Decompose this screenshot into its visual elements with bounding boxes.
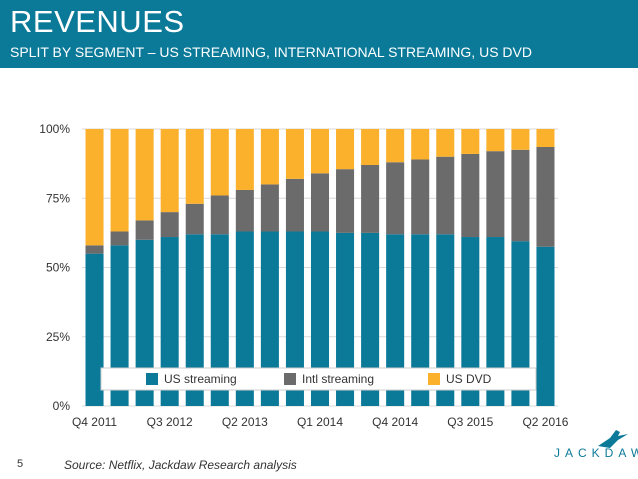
x-tick-label: Q4 2014	[372, 415, 418, 429]
bar-segment	[135, 220, 154, 240]
bar-segment	[310, 129, 330, 174]
bar-segment	[536, 246, 555, 406]
bar-segment	[411, 129, 430, 160]
page-subtitle: SPLIT BY SEGMENT – US STREAMING, INTERNA…	[10, 44, 532, 60]
legend-label: US streaming	[164, 372, 237, 386]
bar-segment	[310, 173, 330, 232]
jackdaw-bird-icon	[598, 430, 628, 448]
x-tick-label: Q3 2015	[447, 415, 493, 429]
y-tick-label: 100%	[39, 122, 70, 136]
bar-segment	[461, 129, 480, 154]
bar-segment	[110, 231, 129, 246]
header-bar: REVENUES SPLIT BY SEGMENT – US STREAMING…	[0, 0, 638, 68]
bar-segment	[285, 129, 304, 179]
bar-segment	[210, 234, 229, 406]
bar-segment	[110, 129, 129, 232]
bar-segment	[210, 129, 229, 196]
source-note: Source: Netflix, Jackdaw Research analys…	[64, 458, 297, 472]
y-tick-label: 75%	[46, 191, 70, 205]
bar-segment	[411, 159, 430, 235]
bar-segment	[85, 129, 104, 246]
bar-segment	[160, 212, 179, 238]
bar-segment	[185, 234, 204, 406]
bar-segment	[235, 129, 254, 190]
bar-segment	[310, 231, 330, 406]
bar-segment	[285, 231, 304, 406]
bar-segment	[386, 129, 405, 163]
bar-segment	[185, 129, 204, 204]
legend-label: US DVD	[446, 372, 492, 386]
bar-segment	[511, 149, 530, 242]
legend-swatch	[284, 373, 296, 385]
bar-segment	[486, 151, 505, 238]
bar-segment	[436, 234, 455, 406]
bar-segment	[185, 203, 204, 235]
page-number: 5	[17, 458, 24, 470]
x-tick-label: Q2 2016	[522, 415, 568, 429]
bar-segment	[85, 245, 104, 254]
x-tick-label: Q3 2012	[147, 415, 193, 429]
y-tick-label: 50%	[46, 261, 70, 275]
bar-segment	[85, 253, 104, 406]
bar-segment	[536, 129, 555, 148]
bar-segment	[260, 129, 279, 185]
bar-segment	[235, 189, 254, 232]
bar-segment	[336, 169, 355, 233]
bar-segment	[411, 234, 430, 406]
y-tick-label: 25%	[46, 330, 70, 344]
legend-swatch	[146, 373, 158, 385]
page-title: REVENUES	[10, 4, 185, 39]
bar-segment	[361, 232, 380, 406]
bar-segment	[260, 231, 279, 406]
legend-box	[100, 367, 537, 391]
bar-segment	[160, 237, 179, 406]
bar-segment	[336, 232, 355, 406]
bar-segment	[486, 237, 505, 406]
bar-segment	[336, 129, 355, 170]
legend-swatch	[428, 373, 440, 385]
bar-segment	[285, 178, 304, 232]
bar-segment	[511, 241, 530, 406]
legend-label: Intl streaming	[302, 372, 374, 386]
bar-segment	[386, 162, 405, 235]
bar-segment	[436, 129, 455, 157]
bar-segment	[536, 147, 555, 247]
bar-segment	[461, 237, 480, 406]
bar-segment	[110, 245, 129, 406]
bar-segment	[235, 231, 254, 406]
bar-segment	[210, 195, 229, 235]
bar-segment	[160, 129, 179, 213]
bar-segment	[260, 184, 279, 232]
x-tick-label: Q1 2014	[297, 415, 343, 429]
y-tick-label: 0%	[53, 399, 71, 413]
bar-segment	[135, 239, 154, 406]
x-tick-label: Q4 2011	[72, 415, 117, 429]
x-tick-label: Q2 2013	[222, 415, 268, 429]
bar-segment	[135, 129, 154, 221]
brand-logo: JACKDAW	[554, 446, 638, 460]
bar-segment	[486, 129, 505, 152]
bar-segment	[511, 129, 530, 150]
bar-segment	[361, 129, 380, 166]
bar-segment	[461, 153, 480, 238]
bar-segment	[386, 234, 405, 406]
bar-segment	[361, 165, 380, 233]
bar-segment	[436, 156, 455, 235]
